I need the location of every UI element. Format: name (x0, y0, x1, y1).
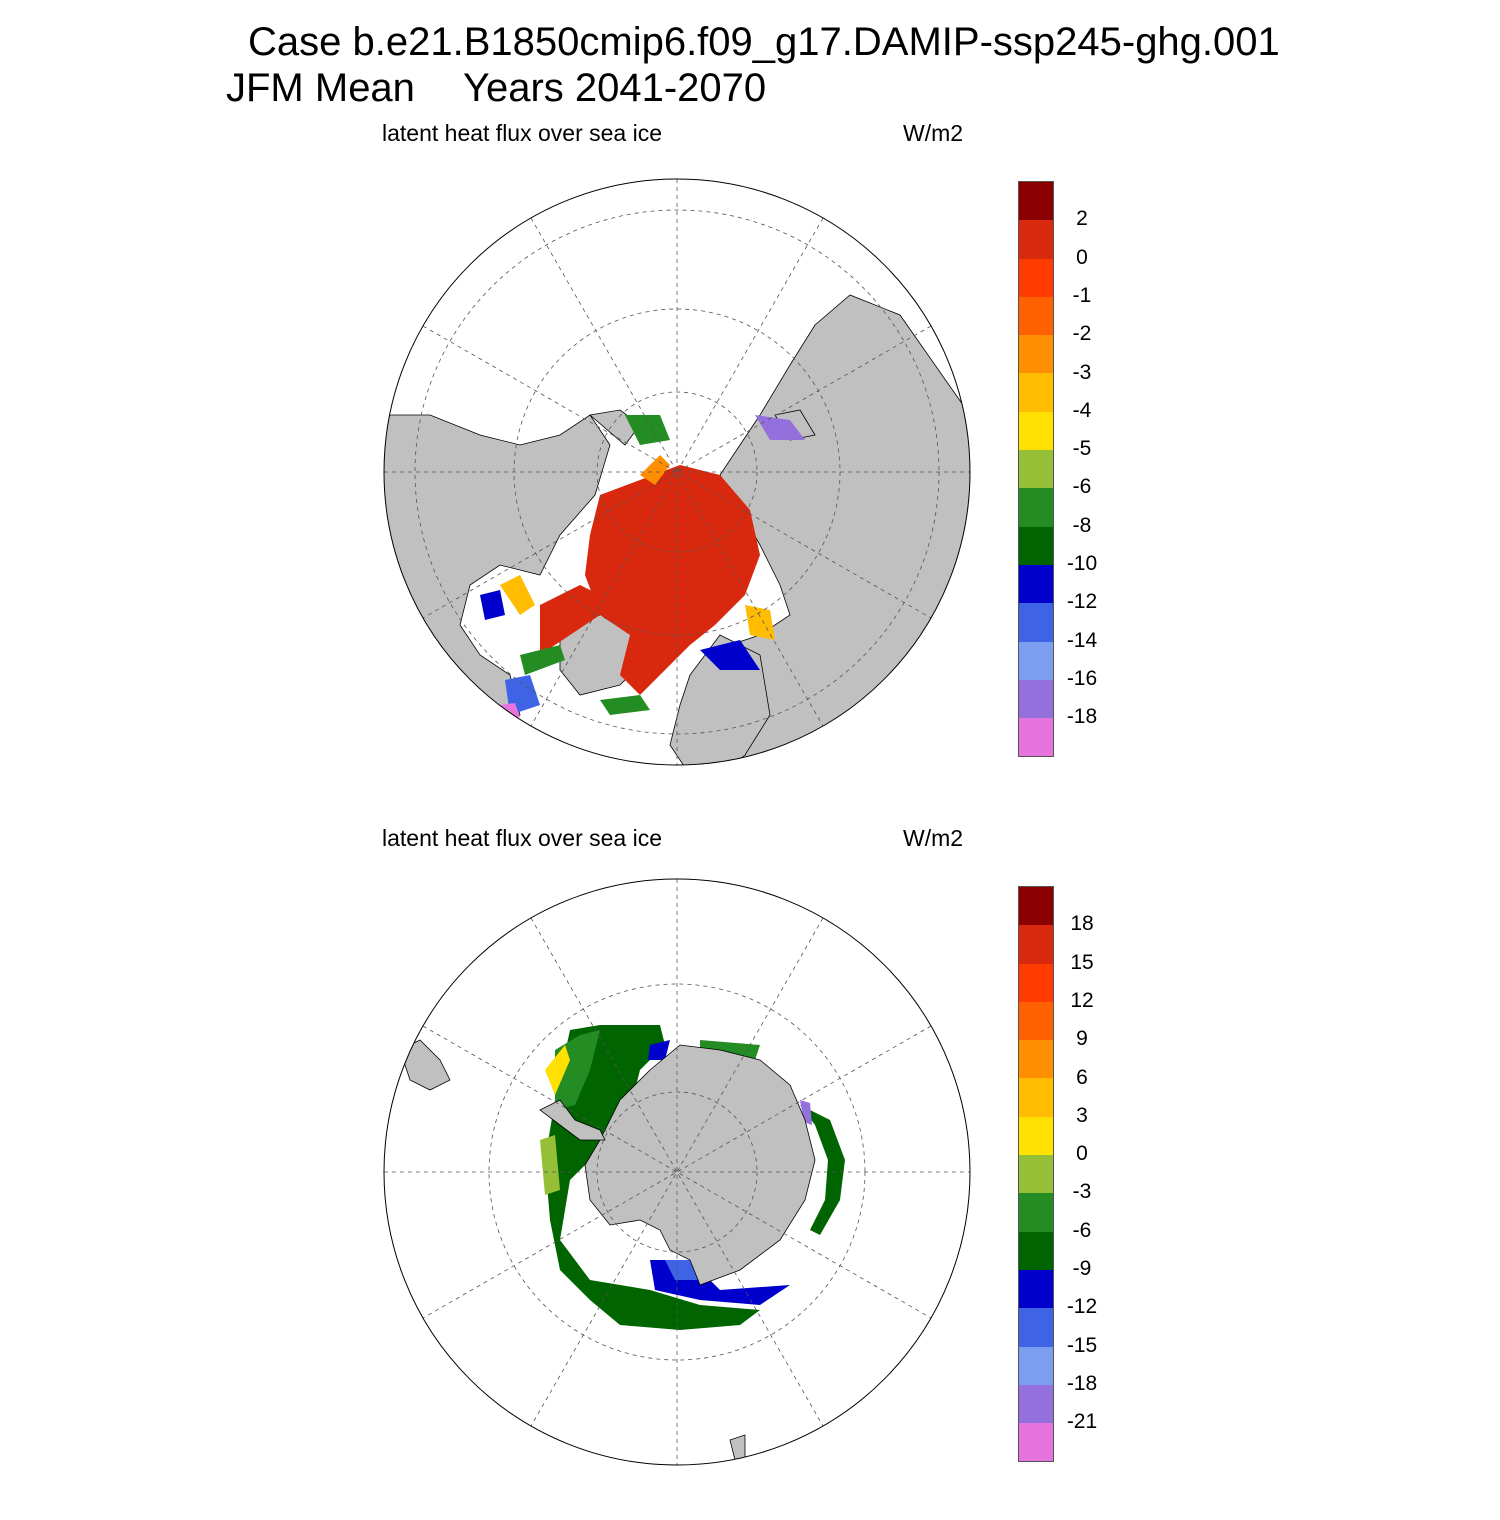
south-colorbar-label: -9 (1072, 1257, 1092, 1280)
north-colorbar-swatch (1019, 373, 1053, 412)
south-polar-panel: latent heat flux over sea ice W/m2 (0, 820, 1500, 1520)
figure-subtitle: JFM Mean Years 2041-2070 (226, 66, 766, 111)
season-label: JFM Mean (226, 66, 415, 110)
figure-title: Case b.e21.B1850cmip6.f09_g17.DAMIP-ssp2… (248, 20, 1280, 64)
north-colorbar-swatch (1019, 718, 1053, 757)
south-colorbar-swatch (1019, 925, 1053, 964)
north-colorbar-swatch (1019, 220, 1053, 259)
north-colorbar-swatch (1019, 603, 1053, 642)
south-map-border (383, 878, 971, 1466)
south-colorbar-swatch (1019, 1155, 1053, 1194)
north-colorbar-swatch (1019, 564, 1053, 604)
south-graticule (384, 879, 970, 1465)
north-colorbar-label: 0 (1076, 245, 1088, 269)
north-colorbar-swatch (1019, 526, 1053, 565)
north-colorbar-label: -4 (1072, 398, 1092, 422)
south-colorbar-label: 9 (1076, 1027, 1088, 1051)
south-colorbar-label: -21 (1066, 1410, 1098, 1434)
south-colorbar-label: -6 (1072, 1218, 1092, 1242)
south-colorbar-swatch (1019, 1231, 1053, 1270)
north-colorbar-swatch (1019, 641, 1053, 680)
north-variable-label: latent heat flux over sea ice (382, 120, 662, 146)
south-colorbar-swatch (1019, 1423, 1053, 1462)
south-colorbar-swatch (1019, 1346, 1053, 1385)
north-colorbar-label: -18 (1066, 705, 1098, 729)
north-colorbar-label: -16 (1066, 666, 1098, 690)
north-colorbar-label: -1 (1072, 283, 1092, 307)
south-colorbar-label: 18 (1070, 912, 1094, 936)
south-colorbar-swatches (1018, 886, 1054, 1463)
north-colorbar-label: -12 (1066, 590, 1098, 614)
south-colorbar-label: 6 (1076, 1065, 1088, 1089)
north-colorbar-label: -6 (1072, 475, 1092, 499)
south-colorbar-label: 0 (1076, 1142, 1088, 1166)
north-colorbar-swatch (1019, 411, 1053, 451)
north-colorbar-label: -2 (1072, 322, 1092, 346)
south-colorbar-label: -18 (1066, 1371, 1098, 1395)
north-colorbar-swatch (1019, 450, 1053, 489)
north-colorbar-swatch (1019, 258, 1053, 297)
north-map-border (383, 178, 971, 766)
north-polar-map (383, 178, 971, 766)
north-graticule (384, 179, 970, 765)
north-colorbar-label: -14 (1066, 628, 1098, 652)
north-units-label: W/m2 (903, 120, 964, 146)
south-colorbar-swatch (1019, 1001, 1053, 1041)
south-variable-label: latent heat flux over sea ice (382, 825, 662, 851)
south-colorbar-swatch (1019, 1193, 1053, 1232)
years-label: Years 2041-2070 (462, 66, 767, 110)
north-polar-panel: latent heat flux over sea ice W/m2 (0, 115, 1500, 815)
south-colorbar-swatch (1019, 1269, 1053, 1309)
north-colorbar-label: -10 (1066, 552, 1098, 575)
north-colorbar-swatches (1018, 181, 1054, 758)
south-colorbar-swatch (1019, 1078, 1053, 1117)
north-sea-ice-field (480, 415, 805, 720)
south-sea-ice-field (540, 1025, 845, 1330)
north-colorbar-swatch (1019, 335, 1053, 374)
north-colorbar-swatch (1019, 679, 1053, 719)
north-colorbar-label: -3 (1072, 360, 1092, 384)
south-colorbar-label: -3 (1072, 1180, 1092, 1204)
south-colorbar-swatch (1019, 963, 1053, 1002)
south-colorbar-label: -12 (1066, 1295, 1098, 1319)
south-colorbar-swatch (1019, 1116, 1053, 1156)
north-colorbar-label: 2 (1076, 207, 1088, 231)
south-colorbar-label: -15 (1066, 1333, 1098, 1357)
south-colorbar-label: 15 (1070, 950, 1094, 974)
south-colorbar-swatch (1019, 1040, 1053, 1079)
north-colorbar-swatch (1019, 182, 1053, 221)
south-colorbar-swatch (1019, 1384, 1053, 1424)
south-land-masses (399, 1039, 816, 1461)
south-colorbar-label: 3 (1076, 1103, 1088, 1127)
south-colorbar-swatch (1019, 1308, 1053, 1347)
south-colorbar-swatch (1019, 887, 1053, 926)
south-colorbar-label: 12 (1070, 988, 1094, 1012)
south-units-label: W/m2 (903, 825, 964, 851)
south-polar-map (383, 878, 971, 1466)
north-colorbar-label: -8 (1072, 513, 1092, 537)
north-colorbar-swatch (1019, 488, 1053, 527)
north-colorbar-swatch (1019, 296, 1053, 336)
north-colorbar-label: -5 (1072, 437, 1092, 461)
